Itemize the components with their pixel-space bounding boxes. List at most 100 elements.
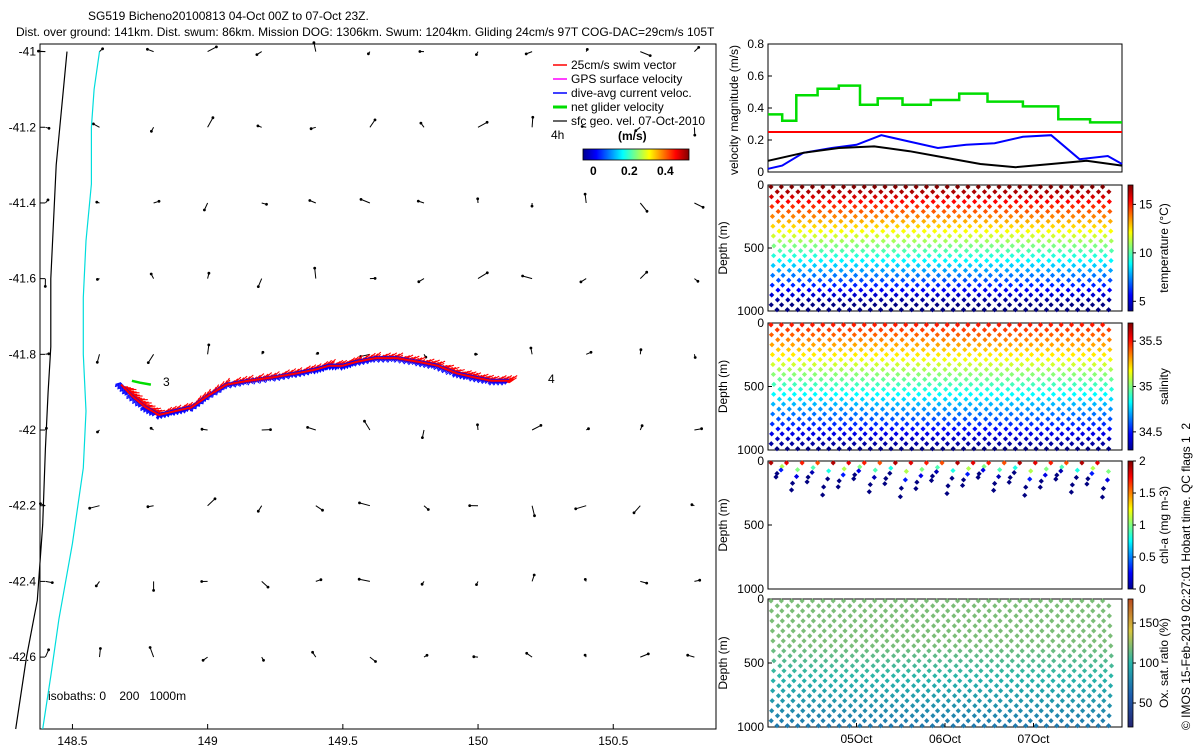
oxygen-sample [903, 608, 909, 614]
temperature-sample [952, 228, 958, 234]
oxygen-sample [982, 613, 988, 619]
oxygen-sample [1091, 628, 1097, 634]
salinity-sample [838, 366, 844, 373]
chla-sample [856, 468, 862, 474]
oxygen-sample [894, 678, 901, 684]
oxygen-sample [831, 708, 837, 714]
salinity-sample [785, 426, 791, 432]
temperature-sample [802, 253, 808, 259]
temperature-sample [1030, 253, 1036, 259]
salinity-sample [1003, 337, 1009, 343]
oxygen-sample [1098, 653, 1104, 659]
oxygen-sample [934, 718, 940, 724]
temperature-sample [1030, 243, 1036, 249]
temperature-sample [921, 228, 927, 234]
salinity-sample [1024, 426, 1030, 432]
temperature-sample [1045, 208, 1051, 215]
salinity-sample [831, 342, 837, 348]
salinity-sample [1029, 411, 1035, 417]
oxygen-sample [998, 688, 1004, 694]
salinity-sample [878, 327, 884, 333]
temperature-sample [1066, 218, 1072, 224]
oxygen-sample [930, 703, 937, 709]
oxygen-sample [1049, 688, 1056, 694]
temperature-sample [826, 199, 833, 205]
salinity-sample [1080, 352, 1086, 358]
salinity-sample [904, 342, 910, 348]
temperature-sample [953, 238, 959, 244]
temperature-sample [935, 272, 942, 278]
temperature-sample [1050, 233, 1056, 239]
oxygen-axes-box [767, 598, 1123, 728]
oxygen-sample [916, 668, 922, 674]
oxygen-sample [816, 703, 823, 709]
temperature-sample [1044, 297, 1050, 303]
oxygen-sample [780, 678, 787, 684]
salinity-sample [978, 381, 984, 387]
oxygen-sample [993, 683, 1000, 689]
current-vector [207, 46, 217, 53]
temperature-sample [799, 194, 806, 200]
temperature-sample [1107, 208, 1113, 215]
salinity-sample [780, 411, 786, 417]
oxygen-sample [816, 713, 822, 719]
salinity-sample [807, 396, 814, 402]
oxygen-sample [811, 698, 817, 704]
salinity-sample [904, 352, 910, 358]
salinity-sample [972, 347, 978, 353]
oxygen-sample [847, 713, 853, 719]
velocity-y-tick-label: 0.2 [747, 133, 764, 147]
salinity-sample [775, 426, 781, 432]
dac-vector [452, 371, 458, 377]
oxygen-sample [1029, 638, 1035, 644]
oxygen-sample [1071, 658, 1078, 664]
temperature-sample [993, 208, 999, 215]
current-vector-head [213, 497, 217, 501]
oxygen-sample [789, 598, 795, 604]
temperature-sample [843, 243, 850, 249]
temperature-sample [967, 223, 973, 229]
temperature-sample [961, 297, 967, 303]
temperature-sample [1004, 267, 1010, 274]
oxygen-sample [967, 678, 973, 684]
oxygen-sample [863, 688, 869, 694]
oxygen-sample [947, 658, 953, 664]
oxygen-sample [973, 653, 980, 659]
salinity-sample [951, 426, 957, 432]
salinity-sample [999, 381, 1005, 387]
chla-sample [944, 490, 950, 497]
salinity-sample [879, 406, 886, 412]
temperature-sample [999, 253, 1005, 259]
temperature-sample [1074, 307, 1081, 313]
temperature-sample [942, 258, 948, 264]
oxygen-sample [857, 713, 863, 719]
temperature-sample [1092, 253, 1098, 259]
velocity-y-tick-label: 0.4 [747, 101, 764, 115]
oxygen-sample [1068, 598, 1075, 604]
temperature-sample [945, 292, 951, 298]
temperature-sample [987, 223, 994, 229]
salinity-sample [1013, 337, 1019, 343]
salinity-sample [789, 431, 796, 437]
oxygen-sample [1064, 723, 1070, 729]
oxygen-sample [900, 693, 906, 699]
oxygen-sample [988, 648, 994, 654]
temperature-sample [861, 302, 868, 308]
temperature-sample [1025, 238, 1031, 244]
salinity-sample [839, 376, 845, 382]
salinity-sample [787, 376, 793, 382]
oxygen-sample [799, 608, 806, 614]
temperature-sample [1008, 223, 1014, 229]
chla-sample [1085, 476, 1091, 482]
salinity-sample [1100, 441, 1106, 447]
salinity-sample [796, 347, 802, 353]
oxygen-sample [1054, 713, 1060, 719]
current-vector [364, 420, 371, 431]
oxygen-sample [796, 633, 803, 639]
oxygen-sample [805, 713, 812, 719]
oxygen-sample [1088, 663, 1094, 669]
temperature-sample [914, 203, 920, 210]
oxygen-sample [956, 688, 962, 694]
temperature-sample [909, 307, 915, 313]
current-vector-head [645, 270, 649, 274]
